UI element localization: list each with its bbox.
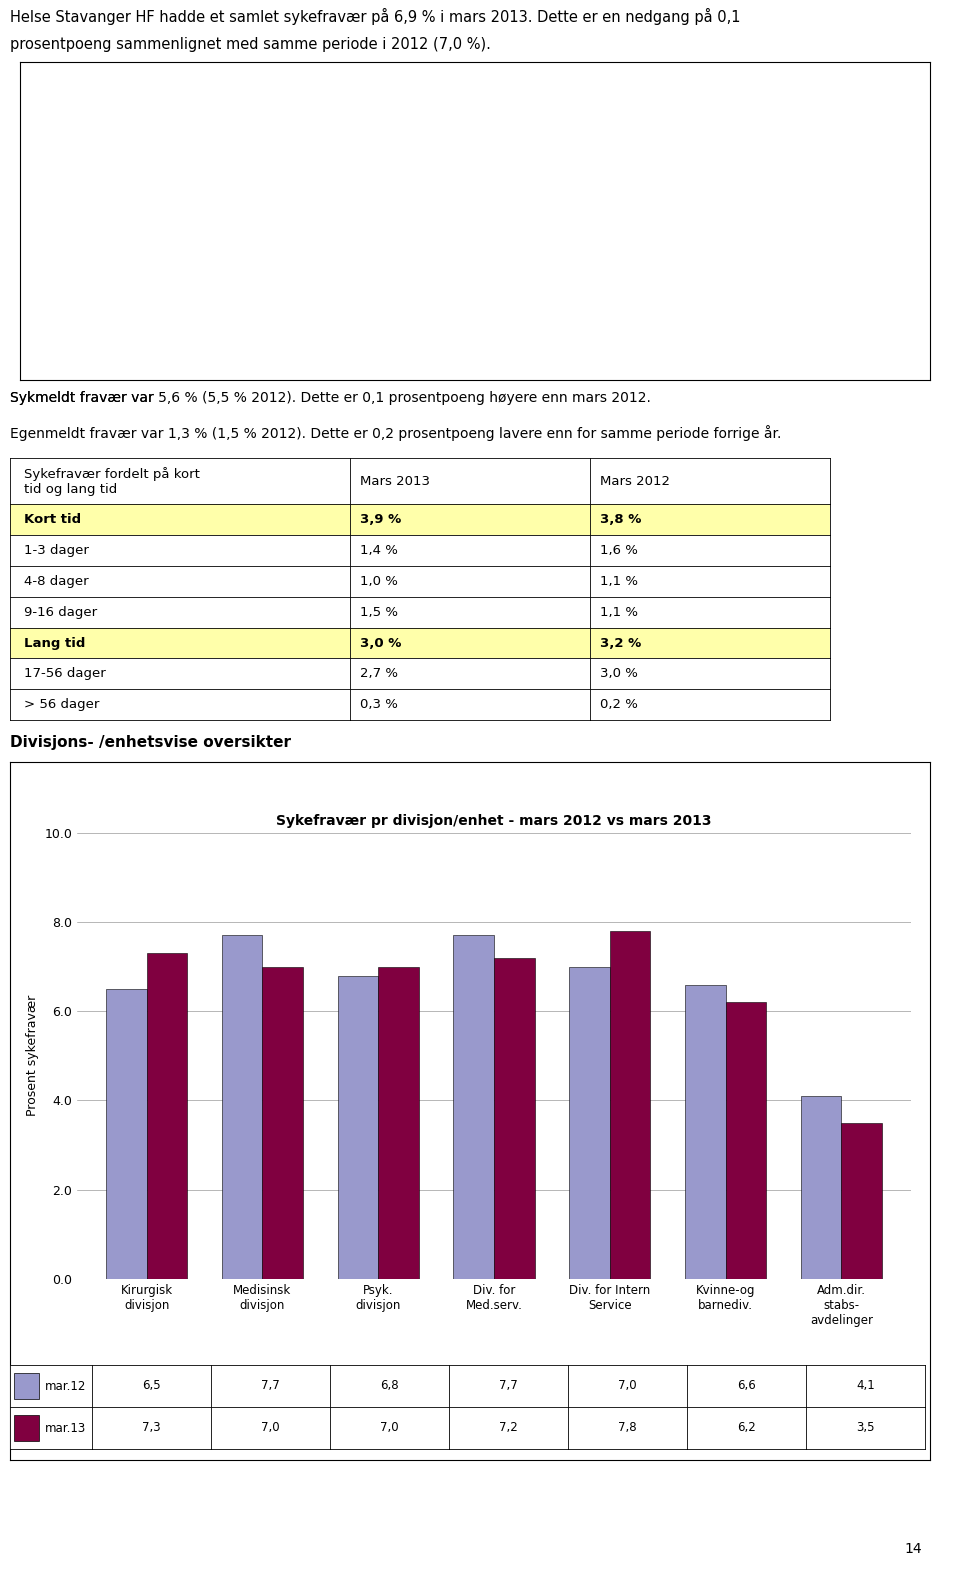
Text: 1,0 %: 1,0 % xyxy=(360,575,397,587)
Text: Sykmeldt fravær var: Sykmeldt fravær var xyxy=(10,392,158,405)
Text: 6,6: 6,6 xyxy=(737,1380,756,1392)
Text: Kort tid: Kort tid xyxy=(24,513,81,526)
Bar xyxy=(107,989,147,1279)
Text: Sykmeldt fravær var 5,6 % (5,5 % 2012). Dette er 0,1 prosentpoeng høyere enn mar: Sykmeldt fravær var 5,6 % (5,5 % 2012). … xyxy=(10,392,651,405)
Bar xyxy=(378,967,419,1279)
Text: 4,1: 4,1 xyxy=(856,1380,875,1392)
Text: 3,8 %: 3,8 % xyxy=(600,513,641,526)
Bar xyxy=(262,967,303,1279)
Text: 3,9 %: 3,9 % xyxy=(360,513,401,526)
Text: 7,2: 7,2 xyxy=(499,1422,517,1435)
Text: Lang tid: Lang tid xyxy=(24,636,85,649)
Text: Mars 2012: Mars 2012 xyxy=(600,474,670,488)
Text: 1,1 %: 1,1 % xyxy=(600,575,637,587)
Text: 6,2: 6,2 xyxy=(737,1422,756,1435)
Text: 6,5: 6,5 xyxy=(142,1380,161,1392)
Text: 3,0 %: 3,0 % xyxy=(600,668,637,680)
Text: mar.12: mar.12 xyxy=(44,1380,85,1392)
Text: 6,9: 6,9 xyxy=(489,143,510,158)
Text: 7,0: 7,0 xyxy=(380,1422,398,1435)
Text: Divisjons- /enhetsvise oversikter: Divisjons- /enhetsvise oversikter xyxy=(10,736,291,751)
Text: Helse Stavanger HF hadde et samlet sykefravær på 6,9 % i mars 2013. Dette er en : Helse Stavanger HF hadde et samlet sykef… xyxy=(10,8,740,25)
Text: 3,2 %: 3,2 % xyxy=(600,636,641,649)
Bar xyxy=(610,931,650,1279)
Text: 2,7 %: 2,7 % xyxy=(360,668,397,680)
Bar xyxy=(726,1002,766,1279)
Text: 7,8: 7,8 xyxy=(618,1422,636,1435)
Title: Helse Stavanger HF sykefravær mars 2012 versus mars 2013
inkl. gjennomsnitt syke: Helse Stavanger HF sykefravær mars 2012 … xyxy=(270,98,728,128)
Bar xyxy=(453,936,494,1279)
Bar xyxy=(569,967,610,1279)
Text: 7,0: 7,0 xyxy=(618,1380,636,1392)
Text: 1-3 dager: 1-3 dager xyxy=(24,543,88,558)
Text: 1,6 %: 1,6 % xyxy=(600,543,637,558)
Text: Mars 2013: Mars 2013 xyxy=(360,474,430,488)
Text: Sykefravær fordelt på kort
tid og lang tid: Sykefravær fordelt på kort tid og lang t… xyxy=(24,466,200,496)
Text: > 56 dager: > 56 dager xyxy=(24,698,99,712)
Bar xyxy=(14,1373,38,1399)
Bar xyxy=(205,156,314,317)
Bar xyxy=(841,1123,882,1279)
Text: 0,3 %: 0,3 % xyxy=(360,698,397,712)
Y-axis label: Prosent sykefravær: Prosent sykefravær xyxy=(60,167,74,282)
Bar xyxy=(338,975,378,1279)
Text: 0,2 %: 0,2 % xyxy=(600,698,637,712)
Text: 7,0: 7,0 xyxy=(249,142,270,154)
Text: 1,1 %: 1,1 % xyxy=(600,606,637,619)
Bar xyxy=(445,158,553,317)
Text: mar.13: mar.13 xyxy=(44,1422,85,1435)
Text: 1,5 %: 1,5 % xyxy=(360,606,397,619)
Y-axis label: Prosent sykefravær: Prosent sykefravær xyxy=(26,995,39,1117)
Text: 7,0: 7,0 xyxy=(261,1422,279,1435)
Bar xyxy=(147,953,187,1279)
Text: 6,5: 6,5 xyxy=(728,153,749,167)
Text: 1,4 %: 1,4 % xyxy=(360,543,397,558)
Text: 3,0 %: 3,0 % xyxy=(360,636,401,649)
Text: prosentpoeng sammenlignet med samme periode i 2012 (7,0 %).: prosentpoeng sammenlignet med samme peri… xyxy=(10,36,491,52)
Bar xyxy=(801,1096,841,1279)
Bar xyxy=(222,936,262,1279)
Text: 9-16 dager: 9-16 dager xyxy=(24,606,97,619)
Text: 4-8 dager: 4-8 dager xyxy=(24,575,88,587)
Title: Sykefravær pr divisjon/enhet - mars 2012 vs mars 2013: Sykefravær pr divisjon/enhet - mars 2012… xyxy=(276,814,711,827)
Bar xyxy=(14,1416,38,1441)
Text: 17-56 dager: 17-56 dager xyxy=(24,668,106,680)
Text: 6,8: 6,8 xyxy=(380,1380,398,1392)
Text: 7,7: 7,7 xyxy=(499,1380,517,1392)
Text: Egenmeldt fravær var 1,3 % (1,5 % 2012). Dette er 0,2 prosentpoeng lavere enn fo: Egenmeldt fravær var 1,3 % (1,5 % 2012).… xyxy=(10,425,781,441)
Text: Sykmeldt fravær var 5,6 % (5,5 % 2012). Dette er 0,1 prosentpoeng høyere enn mar: Sykmeldt fravær var 5,6 % (5,5 % 2012). … xyxy=(10,392,651,405)
Bar xyxy=(685,984,726,1279)
Bar xyxy=(494,958,535,1279)
Text: 3,5: 3,5 xyxy=(856,1422,875,1435)
Text: 7,3: 7,3 xyxy=(142,1422,161,1435)
Text: 7,7: 7,7 xyxy=(261,1380,280,1392)
Text: 14: 14 xyxy=(904,1542,922,1556)
Bar xyxy=(684,167,792,317)
